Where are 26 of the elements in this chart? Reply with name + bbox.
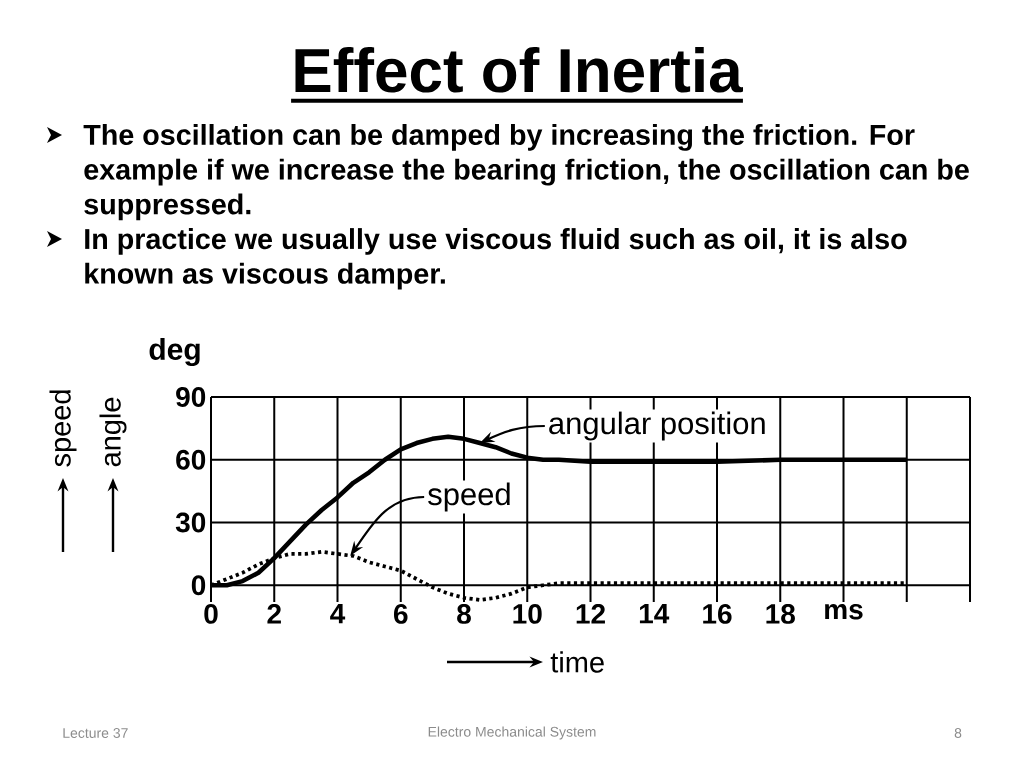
x-tick-label: 18 <box>766 604 795 624</box>
x-tick-label: 2 <box>267 604 281 624</box>
x-tick-label: 14 <box>639 604 670 624</box>
y-tick-label: 30 <box>175 512 206 533</box>
text: speed <box>49 390 77 467</box>
text: In practice we usually use viscous fluid such as oil, it is also known as viscous damper. <box>85 228 907 290</box>
x-tick-label: 8 <box>457 604 471 624</box>
x-axis-title: time <box>550 651 604 673</box>
x-tick-label: 4 <box>330 604 346 624</box>
chart-title: Effect of Inertia <box>295 47 743 93</box>
annotation: angular position <box>549 411 765 441</box>
y-tick-label: 0 <box>191 575 206 596</box>
text: Lecture 37 <box>63 728 128 738</box>
text: Electro Mechanical System <box>428 726 596 740</box>
y-tick-label: 90 <box>176 387 206 407</box>
x-tick-label: 16 <box>703 604 732 624</box>
x-tick-label: 12 <box>576 604 605 624</box>
y-tick-label: 60 <box>176 449 206 470</box>
text: The oscillation can be damped by increasing the friction. For example if we increase the bearing friction, the oscillation can be suppressed. <box>83 124 969 221</box>
annotation: speed <box>428 482 510 512</box>
y-axis-title: deg <box>149 337 200 367</box>
x-tick-label: 10 <box>513 604 542 624</box>
x-tick-label: ms <box>825 604 863 620</box>
text: angle <box>99 397 127 467</box>
x-tick-label: 6 <box>393 604 408 624</box>
text: 8 <box>954 728 962 738</box>
